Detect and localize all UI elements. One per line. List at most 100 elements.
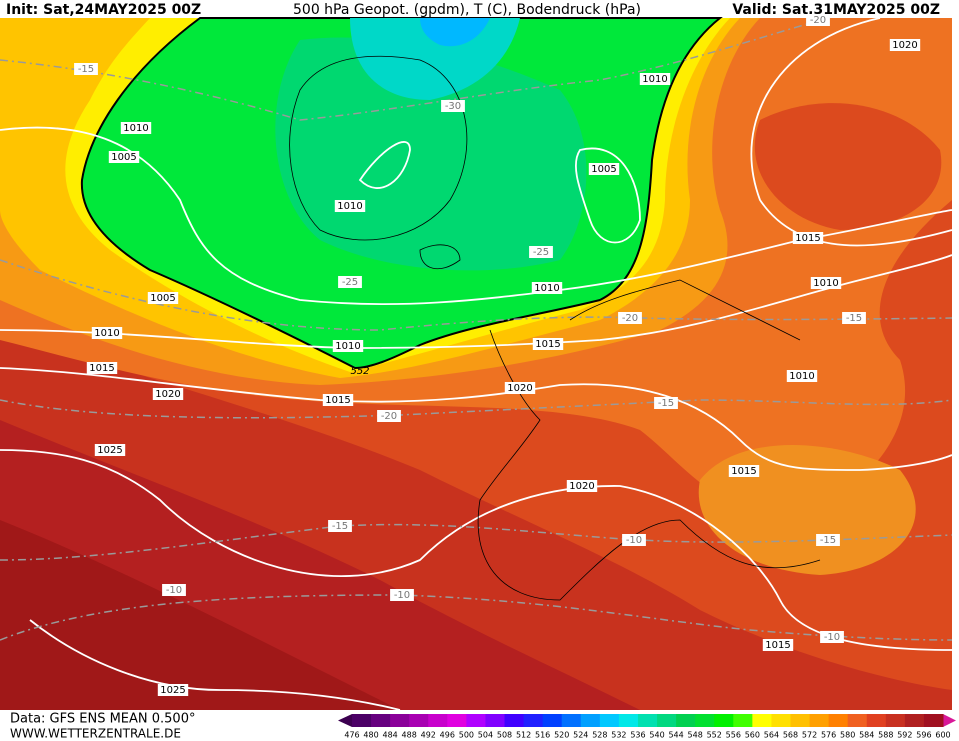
temperature-label-box — [377, 410, 401, 422]
isobar-label: 1010 — [639, 73, 671, 85]
colorbar-label: 492 — [421, 731, 436, 740]
colorbar-label: 504 — [478, 731, 493, 740]
temperature-label-text: -15 — [820, 535, 836, 546]
isobar-label-box — [728, 465, 760, 477]
temperature-label-text: -30 — [445, 101, 461, 112]
colorbar-label: 520 — [554, 731, 569, 740]
colorbar-swatch — [771, 714, 791, 727]
temperature-label-box — [162, 584, 186, 596]
coastlines — [289, 55, 821, 601]
isobar-label-box — [120, 122, 152, 134]
isobar-label: 1015 — [762, 639, 794, 651]
colorbar-end-low — [338, 714, 352, 727]
colorbar-label: 480 — [363, 731, 378, 740]
colorbar-swatch — [504, 714, 525, 727]
isobar-label-box — [504, 382, 536, 394]
field-red-high-north — [754, 103, 942, 230]
temperature-label: -10 — [162, 584, 186, 596]
isobar-label: 1010 — [786, 370, 818, 382]
temperature-label: -15 — [654, 397, 678, 409]
temperature-label: -10 — [622, 534, 646, 546]
isobar-label-box — [532, 338, 564, 350]
temperature-label-text: -25 — [342, 277, 358, 288]
map-labels: 1010 1005 1010 1020 1005 1010 1015 1010 1010 1005… — [74, 14, 921, 696]
colorbar-swatch — [885, 714, 906, 727]
temperature-label: -10 — [390, 589, 414, 601]
isobar-label-text: 1025 — [97, 445, 122, 456]
isobar-label-box — [786, 370, 818, 382]
isobar-label-box — [762, 639, 794, 651]
colorbar-label: 568 — [783, 731, 798, 740]
isobar-label-box — [108, 151, 140, 163]
isobar-label-box — [810, 277, 842, 289]
isobar-label: 1020 — [889, 39, 921, 51]
isobar-label: 1015 — [532, 338, 564, 350]
colorbar-label: 540 — [649, 731, 664, 740]
colorbar-label: 576 — [821, 731, 836, 740]
colorbar-swatch — [923, 714, 944, 727]
colorbar-swatch — [371, 714, 391, 727]
isobar-label-text: 1010 — [534, 283, 559, 294]
colorbar-label: 484 — [382, 731, 397, 740]
colorbar-swatch — [618, 714, 639, 727]
temperature-label-box — [441, 100, 465, 112]
isobar-label-box — [322, 394, 354, 406]
isobar-label-text: 1005 — [111, 152, 136, 163]
isobar-label: 1020 — [152, 388, 184, 400]
geopotential-label-text: 552 — [350, 366, 369, 377]
geopotential-label: 552 — [350, 366, 369, 377]
isobar-label-text: 1010 — [337, 201, 362, 212]
colorbar-swatch — [637, 714, 658, 727]
isobar-label-text: 1020 — [155, 389, 180, 400]
colorbar-swatch — [428, 714, 448, 727]
temperature-label-box — [622, 534, 646, 546]
valid-time: Valid: Sat,31MAY2025 00Z — [732, 2, 940, 18]
colorbar-swatch — [790, 714, 811, 727]
colorbar-swatch — [866, 714, 887, 727]
isobar-label: 1015 — [322, 394, 354, 406]
colorbar-swatch — [409, 714, 429, 727]
colorbar-swatch — [352, 714, 372, 727]
colorbar: 476 480 484 488 492 496 500 504 508 512 516 520 524 5… — [338, 714, 956, 740]
colorbar-swatch — [695, 714, 715, 727]
isobar-label: 1020 — [566, 480, 598, 492]
field-orange-east — [698, 445, 916, 575]
temperature-label-text: -10 — [166, 585, 182, 596]
colorbar-label: 536 — [630, 731, 645, 740]
colorbar-swatch — [847, 714, 868, 727]
temperature-label-box — [338, 276, 362, 288]
isobar-label-box — [91, 327, 123, 339]
isobar-label-box — [86, 362, 118, 374]
isobar-label: 1015 — [86, 362, 118, 374]
temperature-label: -20 — [377, 410, 401, 422]
temperature-label-box — [618, 312, 642, 324]
isobar-label-text: 1020 — [892, 40, 917, 51]
colorbar-label: 516 — [535, 731, 550, 740]
isobar-label: 1025 — [94, 444, 126, 456]
isobar-label-box — [157, 684, 189, 696]
isobar-label-text: 1010 — [94, 328, 119, 339]
colorbar-label: 496 — [440, 731, 455, 740]
isobar-label-text: 1015 — [765, 640, 790, 651]
temperature-label-text: -10 — [824, 632, 840, 643]
isobar-label-box — [332, 340, 364, 352]
field-blue — [420, 18, 490, 47]
temperature-label-text: -25 — [533, 247, 549, 258]
colorbar-swatch — [561, 714, 582, 727]
temperature-label-text: -20 — [622, 313, 638, 324]
colorbar-swatch — [904, 714, 925, 727]
colorbar-label: 580 — [840, 731, 855, 740]
isobar-label-box — [94, 444, 126, 456]
isobar-label-text: 1010 — [642, 74, 667, 85]
temperature-label: -15 — [842, 312, 866, 324]
isobar-label: 1005 — [147, 292, 179, 304]
colorbar-label: 572 — [802, 731, 817, 740]
colorbar-label: 560 — [745, 731, 760, 740]
colorbar-label: 548 — [688, 731, 703, 740]
colorbar-swatch — [676, 714, 696, 727]
temperature-label: -20 — [806, 14, 830, 26]
colorbar-label: 588 — [878, 731, 893, 740]
isobar-label: 1025 — [157, 684, 189, 696]
temperature-label-text: -15 — [332, 521, 348, 532]
isobar-label: 1010 — [332, 340, 364, 352]
